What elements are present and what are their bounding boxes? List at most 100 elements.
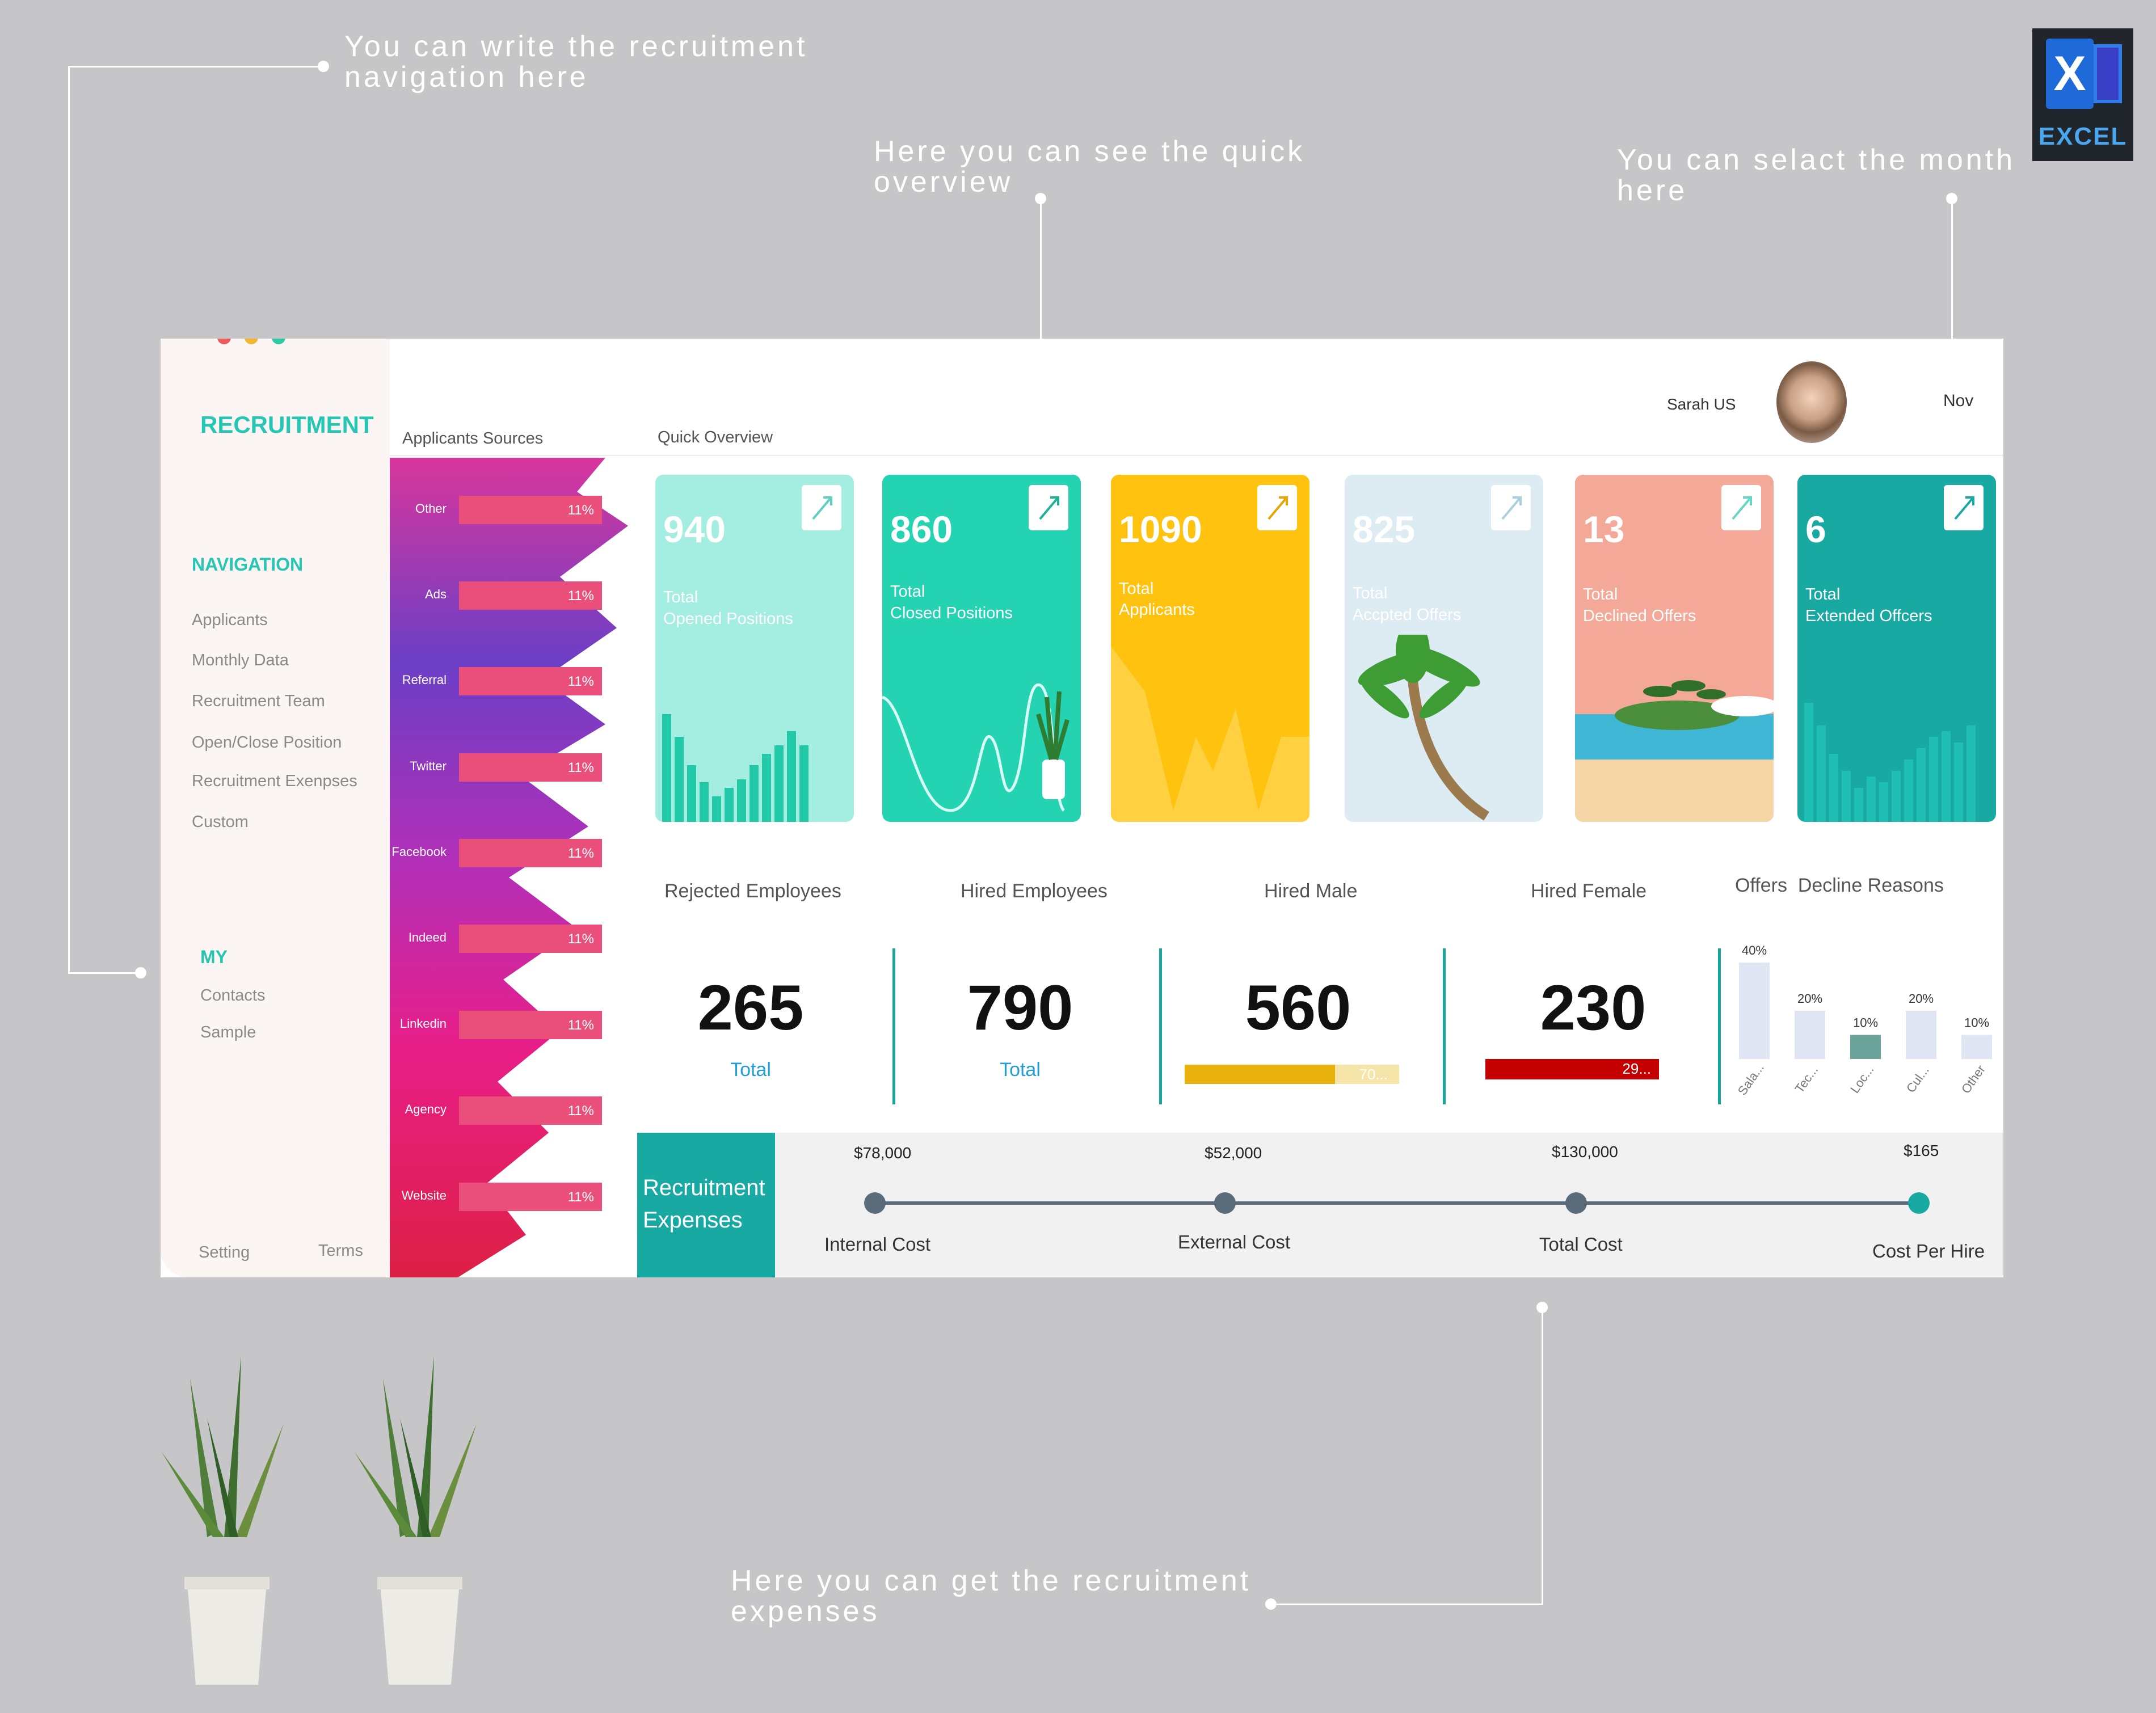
stat-divider [892,948,895,1104]
total-cost-value: $130,000 [1552,1143,1618,1161]
decline-category-label-0: Sala... [1735,1061,1767,1098]
sidebar: RECRUITMENT NAVIGATION Applicants Monthl… [161,339,390,1277]
decline-category-label-4: Other [1959,1062,1988,1096]
hired-female-value: 230 [1540,972,1647,1043]
wave-line-decoration [882,683,1069,812]
source-label: Indeed [408,930,447,944]
nav-item-open-close-position[interactable]: Open/Close Position [192,733,342,752]
expenses-note: Here you can get the recruitment expense… [731,1564,1252,1628]
my-item-sample[interactable]: Sample [200,1023,256,1041]
source-value: 11% [567,588,594,604]
window-dot-yellow [245,339,258,344]
expand-arrow-icon[interactable] [1491,485,1531,530]
kpi-card-declined-offers[interactable]: 13 Total Declined Offers [1575,475,1774,822]
source-row-website: Website 11% [390,1183,639,1211]
recruitment-expenses-panel: Recruitment Expenses $78,000 Internal Co… [637,1133,2003,1277]
source-row-facebook: Facebook 11% [390,839,639,867]
stat-divider [1159,948,1162,1104]
expand-arrow-icon[interactable] [1721,485,1761,530]
expenses-note-line-v [1542,1307,1543,1605]
source-label: Facebook [391,845,447,859]
internal-cost-label: Internal Cost [824,1234,931,1255]
expand-arrow-icon[interactable] [1257,485,1297,530]
offers-decline-reasons-chart: 40% Sala... 20% Tec... 10% Loc... 20% Cul... 10%… [1735,943,1992,1098]
source-label: Linkedin [400,1016,447,1031]
kpi-value: 13 [1583,508,1625,550]
hired-male-bar-track: 70... [1185,1065,1399,1084]
kpi-label-line1: Total [1353,584,1388,602]
nav-item-monthly-data[interactable]: Monthly Data [192,651,289,669]
expenses-title-line1: Recruitment [643,1175,765,1200]
source-bar: 11% [459,667,602,695]
decline-value-label-4: 10% [1964,1016,1989,1030]
source-row-ads: Ads 11% [390,581,639,610]
hired-male-bar-label: 70... [1359,1066,1388,1083]
setting-link[interactable]: Setting [199,1243,250,1261]
stat-divider [1443,948,1446,1104]
user-name[interactable]: Sarah US [1667,395,1736,413]
kpi-card-extended-offers[interactable]: 6 Total Extended Offcers [1797,475,1996,822]
kpi-label-line1: Total [663,588,698,606]
decline-bar-4 [1961,1035,1992,1059]
expenses-note-line-h [1271,1604,1543,1605]
excel-badge: X EXCEL [2032,28,2133,161]
source-value: 11% [567,846,594,861]
expenses-title-block: Recruitment Expenses [637,1133,775,1277]
month-selector[interactable]: Nov [1943,391,1974,410]
source-label: Twitter [410,759,447,773]
expenses-title-line2: Expenses [643,1208,743,1233]
kpi-label-line1: Total [1805,585,1841,604]
decline-value-label-1: 20% [1797,991,1822,1006]
expand-arrow-icon[interactable] [1944,485,1984,530]
user-avatar[interactable] [1776,361,1847,443]
kpi-card-closed-positions[interactable]: 860 Total Closed Positions [882,475,1081,822]
kpi-card-applicants[interactable]: 1090 Total Applicants [1111,475,1309,822]
nav-item-recruitment-expenses[interactable]: Recruitment Exenpses [192,772,357,790]
hired-male-value: 560 [1245,972,1351,1043]
source-value: 11% [567,503,594,518]
nav-note-line-v [68,66,70,973]
total-cost-label: Total Cost [1539,1234,1623,1255]
source-row-referral: Referral 11% [390,667,639,695]
source-bar: 11% [459,1183,602,1211]
source-bar: 11% [459,839,602,867]
kpi-label-line2: Accpted Offers [1353,606,1462,624]
excel-x-icon: X [2046,39,2094,109]
terms-link[interactable]: Terms [318,1242,363,1260]
decline-bar-3 [1906,1011,1936,1059]
kpi-label-line2: Declined Offers [1583,607,1696,625]
kpi-card-accepted-offers[interactable]: 825 Total Accpted Offers [1345,475,1543,822]
source-row-indeed: Indeed 11% [390,925,639,953]
nav-item-applicants[interactable]: Applicants [192,611,268,629]
kpi-label-line1: Total [1119,580,1154,598]
source-bar: 11% [459,925,602,953]
window-dot-red [217,339,231,344]
rejected-employees-value: 265 [697,972,804,1043]
source-row-linkedin: Linkedin 11% [390,1011,639,1039]
my-item-contacts[interactable]: Contacts [200,986,266,1005]
excel-label: EXCEL [2038,123,2128,150]
source-label: Ads [425,587,447,601]
plant-decoration-right [355,1356,477,1685]
hired-male-bar [1185,1065,1335,1084]
kpi-card-opened-positions[interactable]: 940 Total Opened Positions [655,475,854,822]
stat-divider [1718,948,1721,1104]
nav-item-custom[interactable]: Custom [192,813,249,831]
source-label: Referral [402,673,447,687]
source-row-other: Other 11% [390,496,639,524]
nav-item-recruitment-team[interactable]: Recruitment Team [192,692,325,710]
hired-male-heading: Hired Male [1264,880,1358,902]
source-bar: 11% [459,581,602,610]
cost-per-hire-label: Cost Per Hire [1872,1241,1985,1261]
decline-value-label-3: 20% [1909,991,1934,1006]
kpi-value: 1090 [1119,508,1202,550]
cost-per-hire-marker [1908,1192,1930,1214]
expand-arrow-icon[interactable] [1029,485,1068,530]
hired-female-bar-label: 29... [1622,1060,1651,1077]
kpi-label-line1: Total [890,583,925,601]
source-row-twitter: Twitter 11% [390,753,639,782]
expand-arrow-icon[interactable] [802,485,841,530]
decline-bar-0 [1739,963,1770,1059]
applicants-sources-panel: Other 11% Ads 11% Referral 11% Twitter 1… [390,458,639,1277]
total-cost-marker [1565,1192,1587,1214]
